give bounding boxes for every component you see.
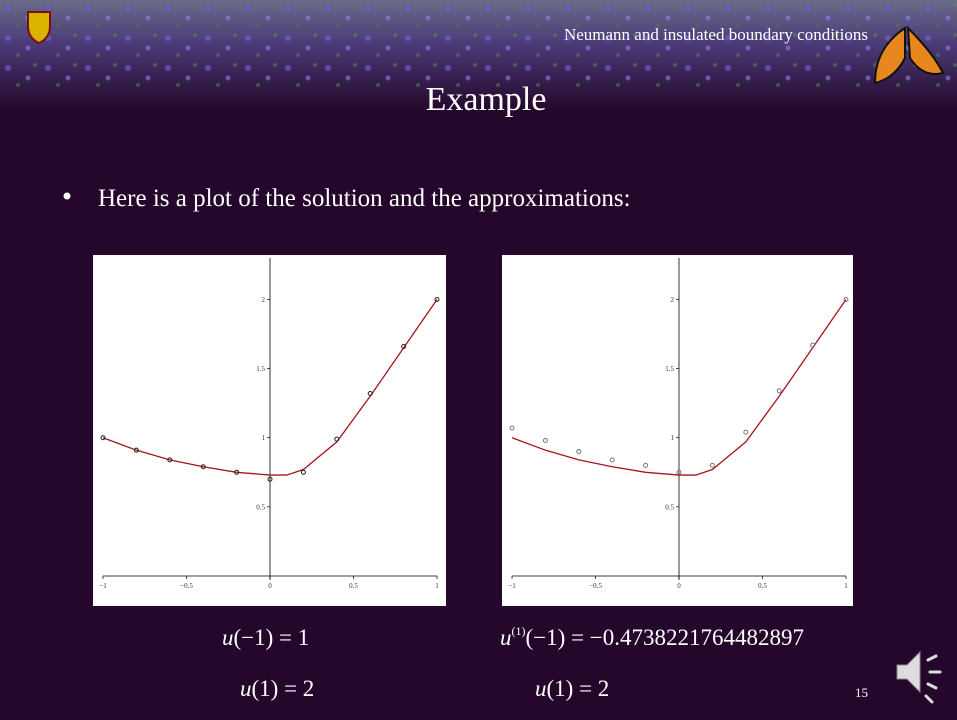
condition-base: u	[535, 676, 547, 701]
x-tick-label: 0.5	[758, 582, 767, 590]
x-tick-label: 1	[435, 582, 439, 590]
y-tick-label: 1.5	[256, 365, 265, 373]
bullet-text: Here is a plot of the solution and the a…	[98, 185, 631, 212]
x-tick-label: 0.5	[349, 582, 358, 590]
condition-rest: (−1) = 1	[234, 625, 310, 650]
page: {"header": {"title": "Neumann and insula…	[0, 0, 957, 720]
x-tick-label: −0.5	[180, 582, 193, 590]
condition-rest: (−1) = −0.4738221764482897	[526, 625, 804, 650]
x-tick-label: 0	[268, 582, 272, 590]
x-tick-label: 1	[844, 582, 848, 590]
logo	[28, 12, 50, 43]
y-tick-label: 1	[262, 434, 266, 442]
condition-base: u	[500, 625, 512, 650]
y-tick-label: 2	[262, 296, 266, 304]
condition-base: u	[222, 625, 234, 650]
condition-sup: (1)	[512, 624, 526, 638]
boundary-condition: u(−1) = 1	[222, 625, 309, 650]
x-tick-label: −0.5	[589, 582, 602, 590]
x-tick-label: −1	[508, 582, 516, 590]
x-tick-label: 0	[677, 582, 681, 590]
boundary-condition: u(1) = 2	[240, 676, 314, 701]
condition-rest: (1) = 2	[252, 676, 315, 701]
banner-flowers	[0, 0, 957, 90]
boundary-condition: u(1) = 2	[535, 676, 609, 701]
condition-base: u	[240, 676, 252, 701]
condition-rest: (1) = 2	[547, 676, 610, 701]
slide-title: Example	[426, 81, 547, 118]
y-tick-label: 0.5	[256, 503, 265, 511]
slide: Neumann and insulated boundary condition…	[0, 0, 957, 720]
bullet-dot	[64, 193, 71, 200]
y-tick-label: 2	[671, 296, 675, 304]
boundary-condition: u(1)(−1) = −0.4738221764482897	[500, 624, 804, 650]
y-tick-label: 1.5	[665, 365, 674, 373]
plot-panel	[93, 255, 446, 606]
y-tick-label: 0.5	[665, 503, 674, 511]
plot-panel	[502, 255, 853, 606]
page-number: 15	[855, 685, 868, 700]
y-tick-label: 1	[671, 434, 675, 442]
header-title: Neumann and insulated boundary condition…	[564, 25, 868, 44]
x-tick-label: −1	[99, 582, 107, 590]
